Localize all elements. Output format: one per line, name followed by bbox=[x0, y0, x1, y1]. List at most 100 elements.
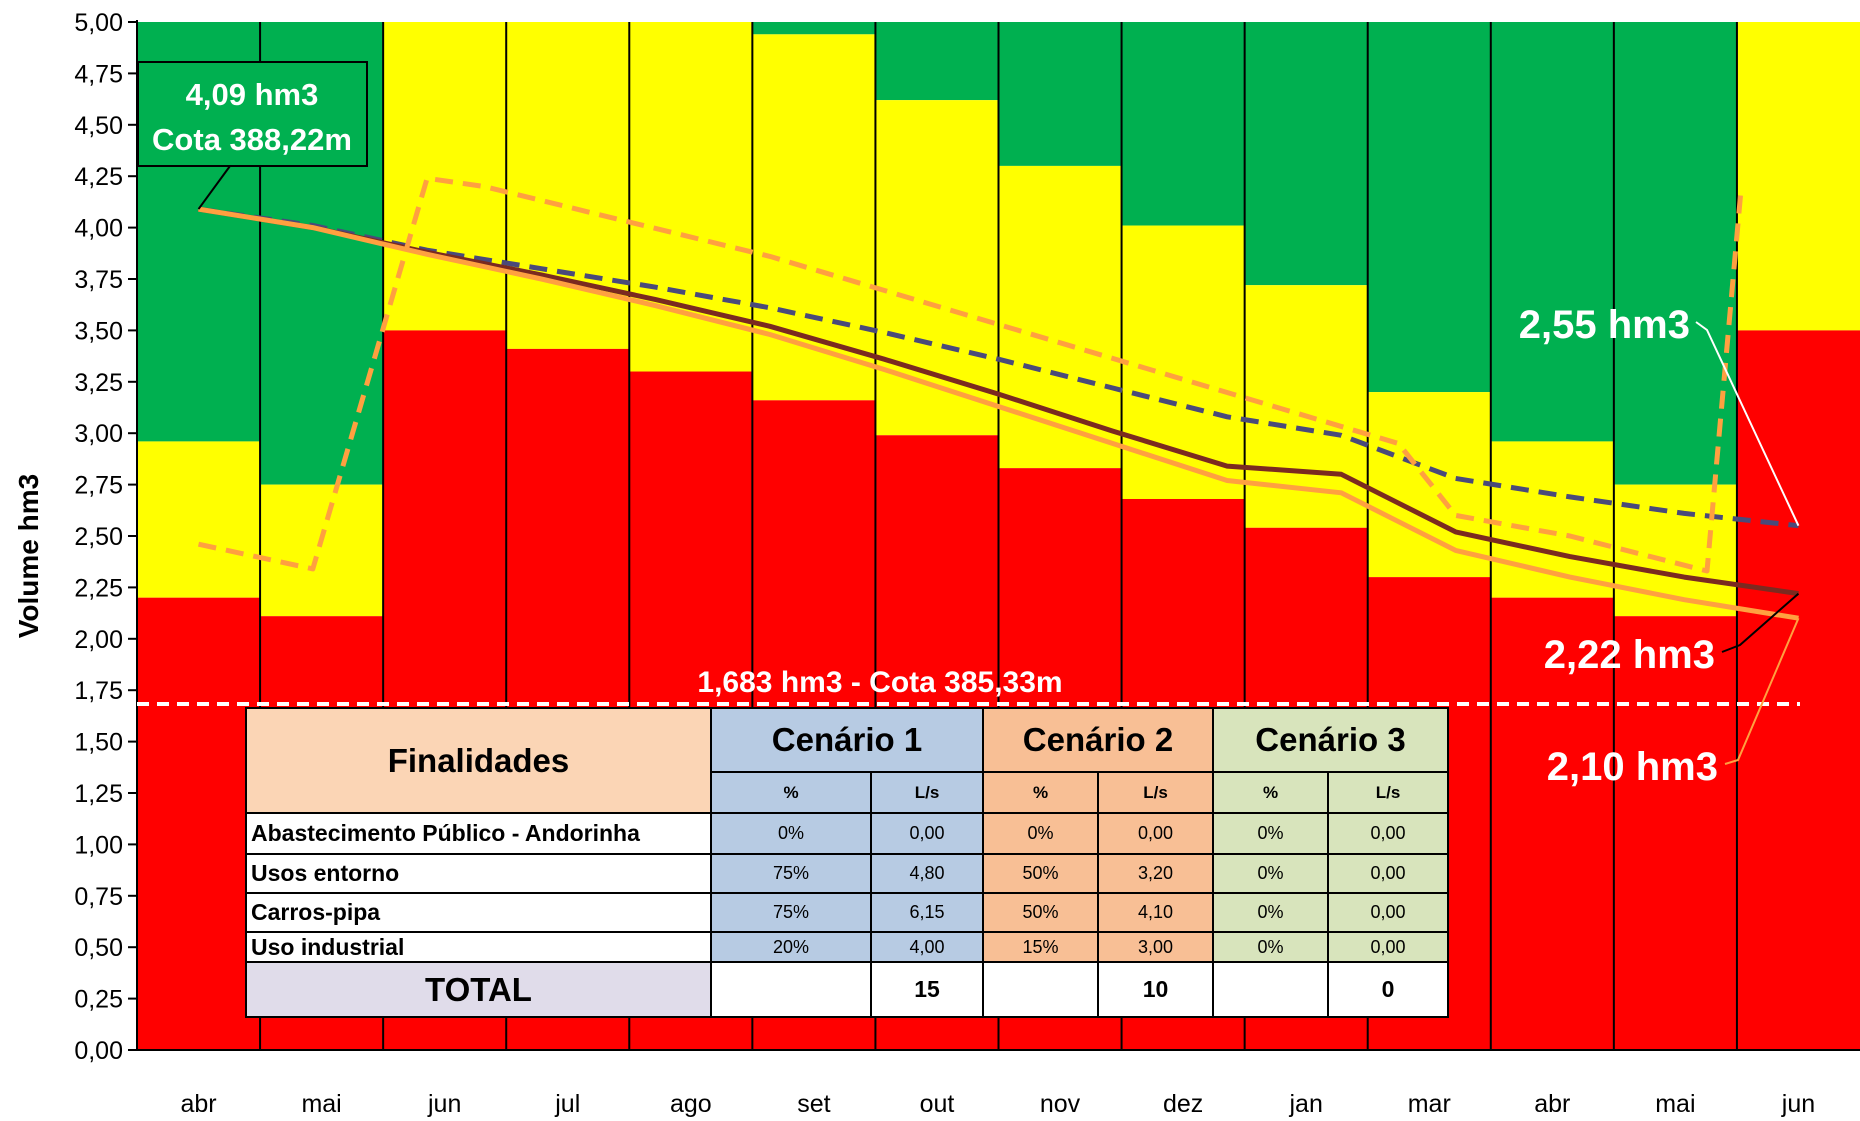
annotations: 4,09 hm3 Cota 388,22m 2,55 hm3 2,22 hm3 2,10… bbox=[137, 61, 1800, 789]
cell: 3,00 bbox=[1097, 931, 1214, 963]
cell: 15% bbox=[982, 931, 1099, 963]
pct-header: % bbox=[982, 771, 1099, 814]
x-tick-label: mai bbox=[301, 1090, 341, 1118]
cell: 0% bbox=[1212, 931, 1329, 963]
x-tick-label: nov bbox=[1040, 1090, 1081, 1118]
table-row: Usos entorno 75% 4,80 50% 3,20 0% 0,00 bbox=[245, 853, 1449, 894]
x-tick-label: dez bbox=[1163, 1090, 1203, 1118]
yellow-zone-bar bbox=[875, 100, 999, 436]
series-line bbox=[198, 206, 1799, 621]
ls-header: L/s bbox=[1327, 771, 1449, 814]
volume-series bbox=[197, 175, 1799, 621]
start-cota-label: Cota 388,22m bbox=[152, 122, 352, 157]
cell bbox=[982, 961, 1099, 1018]
red-zone-bar bbox=[1613, 616, 1737, 1050]
pct-header: % bbox=[710, 771, 872, 814]
cell: 0,00 bbox=[1327, 853, 1449, 894]
finalidades-header: Finalidades bbox=[245, 707, 712, 814]
cell: 75% bbox=[710, 853, 872, 894]
row-label: Abastecimento Público - Andorinha bbox=[245, 812, 712, 855]
red-zone-bar bbox=[1736, 330, 1860, 1050]
yellow-zone-bar bbox=[1736, 22, 1860, 331]
cell: 0,00 bbox=[1327, 812, 1449, 855]
y-tick-label: 1,25 bbox=[74, 780, 123, 808]
reference-line-group: 1,683 hm3 - Cota 385,33m bbox=[137, 666, 1800, 706]
y-tick-label: 2,00 bbox=[74, 626, 123, 654]
y-tick-label: 3,75 bbox=[74, 266, 123, 294]
x-tick-label: mai bbox=[1655, 1090, 1695, 1118]
green-zone-bar bbox=[1244, 22, 1368, 286]
cell: 0% bbox=[982, 812, 1099, 855]
green-zone-bar bbox=[752, 22, 876, 35]
start-volume-box bbox=[137, 61, 368, 167]
x-tick-label: ago bbox=[670, 1090, 712, 1118]
x-tick-label: jul bbox=[554, 1090, 580, 1118]
row-label: Usos entorno bbox=[245, 853, 712, 894]
cell: 0% bbox=[1212, 812, 1329, 855]
total-scenario-1: 15 bbox=[870, 961, 984, 1018]
ls-header: L/s bbox=[870, 771, 984, 814]
x-tick-label: jun bbox=[1781, 1090, 1815, 1118]
cell: 6,15 bbox=[870, 892, 984, 933]
y-tick-label: 4,75 bbox=[74, 60, 123, 88]
y-tick-label: 1,75 bbox=[74, 677, 123, 705]
y-tick-label: 2,25 bbox=[74, 574, 123, 602]
green-zone-bar bbox=[1367, 22, 1491, 393]
cell: 0,00 bbox=[870, 812, 984, 855]
cell: 50% bbox=[982, 853, 1099, 894]
x-tick-label: mar bbox=[1408, 1090, 1451, 1118]
yellow-zone-bar bbox=[383, 22, 507, 331]
leader-line bbox=[1721, 592, 1800, 653]
x-tick-label: abr bbox=[180, 1090, 216, 1118]
y-axis-title: Volume hm3 bbox=[13, 474, 44, 638]
x-tick-label: out bbox=[920, 1090, 955, 1118]
start-volume-label: 4,09 hm3 bbox=[186, 77, 319, 112]
yellow-zone-bar bbox=[260, 484, 384, 617]
leader-line bbox=[197, 165, 231, 210]
cell: 4,10 bbox=[1097, 892, 1214, 933]
table-row: Uso industrial 20% 4,00 15% 3,00 0% 0,00 bbox=[245, 931, 1449, 963]
leader-line bbox=[1695, 321, 1800, 527]
y-tick-label: 0,00 bbox=[74, 1037, 123, 1065]
green-zone-bar bbox=[1121, 22, 1245, 226]
scenario-3-header: Cenário 3 bbox=[1212, 707, 1449, 773]
green-zone-bar bbox=[875, 22, 999, 101]
y-tick-label: 0,25 bbox=[74, 986, 123, 1014]
y-tick-label: 3,00 bbox=[74, 420, 123, 448]
leader-line bbox=[1724, 617, 1800, 765]
green-zone-bar bbox=[1613, 22, 1737, 485]
yellow-zone-bar bbox=[506, 22, 630, 349]
x-tick-label: set bbox=[797, 1090, 830, 1118]
y-tick-label: 2,50 bbox=[74, 523, 123, 551]
y-tick-label: 1,50 bbox=[74, 729, 123, 757]
cell bbox=[710, 961, 872, 1018]
cell: 20% bbox=[710, 931, 872, 963]
y-tick-label: 2,75 bbox=[74, 472, 123, 500]
cell: 0% bbox=[1212, 892, 1329, 933]
cell: 75% bbox=[710, 892, 872, 933]
series-line bbox=[197, 175, 1744, 574]
red-zone-bar bbox=[137, 597, 261, 1050]
pct-header: % bbox=[1212, 771, 1329, 814]
ls-header: L/s bbox=[1097, 771, 1214, 814]
cell: 3,20 bbox=[1097, 853, 1214, 894]
series-line bbox=[198, 206, 1799, 529]
y-tick-label: 4,00 bbox=[74, 215, 123, 243]
x-tick-label: abr bbox=[1534, 1090, 1570, 1118]
total-row: TOTAL 15 10 0 bbox=[245, 961, 1449, 1018]
y-tick-label: 4,50 bbox=[74, 112, 123, 140]
water-use-scenarios-table: Finalidades Cenário 1 Cenário 2 Cenário … bbox=[245, 707, 1449, 1018]
table-row: Abastecimento Público - Andorinha 0% 0,0… bbox=[245, 812, 1449, 855]
cell: 0% bbox=[710, 812, 872, 855]
y-tick-label: 3,25 bbox=[74, 369, 123, 397]
cell: 0% bbox=[1212, 853, 1329, 894]
scenario-2-header: Cenário 2 bbox=[982, 707, 1214, 773]
y-tick-label: 1,00 bbox=[74, 831, 123, 859]
end-volume-label-a: 2,55 hm3 bbox=[1519, 303, 1690, 347]
cell: 4,00 bbox=[870, 931, 984, 963]
table-row: Carros-pipa 75% 6,15 50% 4,10 0% 0,00 bbox=[245, 892, 1449, 933]
yellow-zone-bar bbox=[998, 165, 1122, 469]
cell: 50% bbox=[982, 892, 1099, 933]
scenario-1-header: Cenário 1 bbox=[710, 707, 984, 773]
cell bbox=[1212, 961, 1329, 1018]
